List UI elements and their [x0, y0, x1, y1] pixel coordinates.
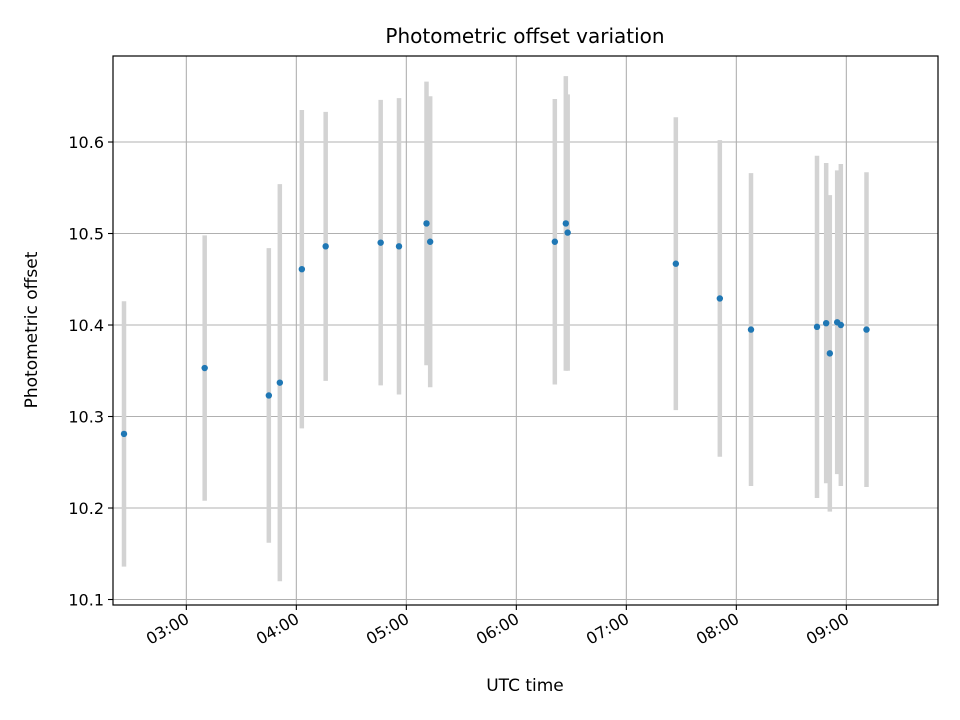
data-point	[863, 326, 870, 333]
data-point	[813, 323, 821, 331]
data-point	[747, 326, 755, 333]
plot-frame	[112, 55, 939, 606]
data-point	[822, 319, 830, 327]
data-point	[423, 220, 430, 227]
x-axis-label: UTC time	[486, 676, 564, 696]
data-point	[426, 238, 434, 245]
y-tick-label: 10.5	[68, 225, 104, 244]
data-points	[120, 220, 870, 438]
data-point	[322, 243, 329, 250]
data-point	[562, 220, 570, 227]
data-point	[716, 295, 724, 302]
data-point	[551, 238, 559, 245]
y-tick-label: 10.4	[68, 316, 104, 335]
y-axis-label: Photometric offset	[22, 251, 42, 408]
data-point	[276, 379, 284, 386]
data-point	[837, 321, 845, 329]
data-point	[120, 430, 128, 438]
data-point	[564, 229, 571, 236]
y-axis: 10.1 10.2 10.3 10.4 10.5 10.6	[68, 133, 113, 610]
data-point	[672, 260, 680, 267]
y-tick-label: 10.3	[68, 408, 104, 427]
data-point	[395, 243, 403, 250]
grid	[113, 56, 938, 605]
data-point	[377, 239, 384, 246]
y-tick-label: 10.2	[68, 499, 104, 518]
data-point	[201, 364, 208, 372]
data-point	[826, 350, 834, 357]
data-point	[298, 265, 306, 273]
y-tick-label: 10.1	[68, 591, 104, 610]
y-tick-label: 10.6	[68, 133, 104, 152]
chart-title: Photometric offset variation	[385, 24, 664, 48]
data-point	[265, 392, 273, 399]
